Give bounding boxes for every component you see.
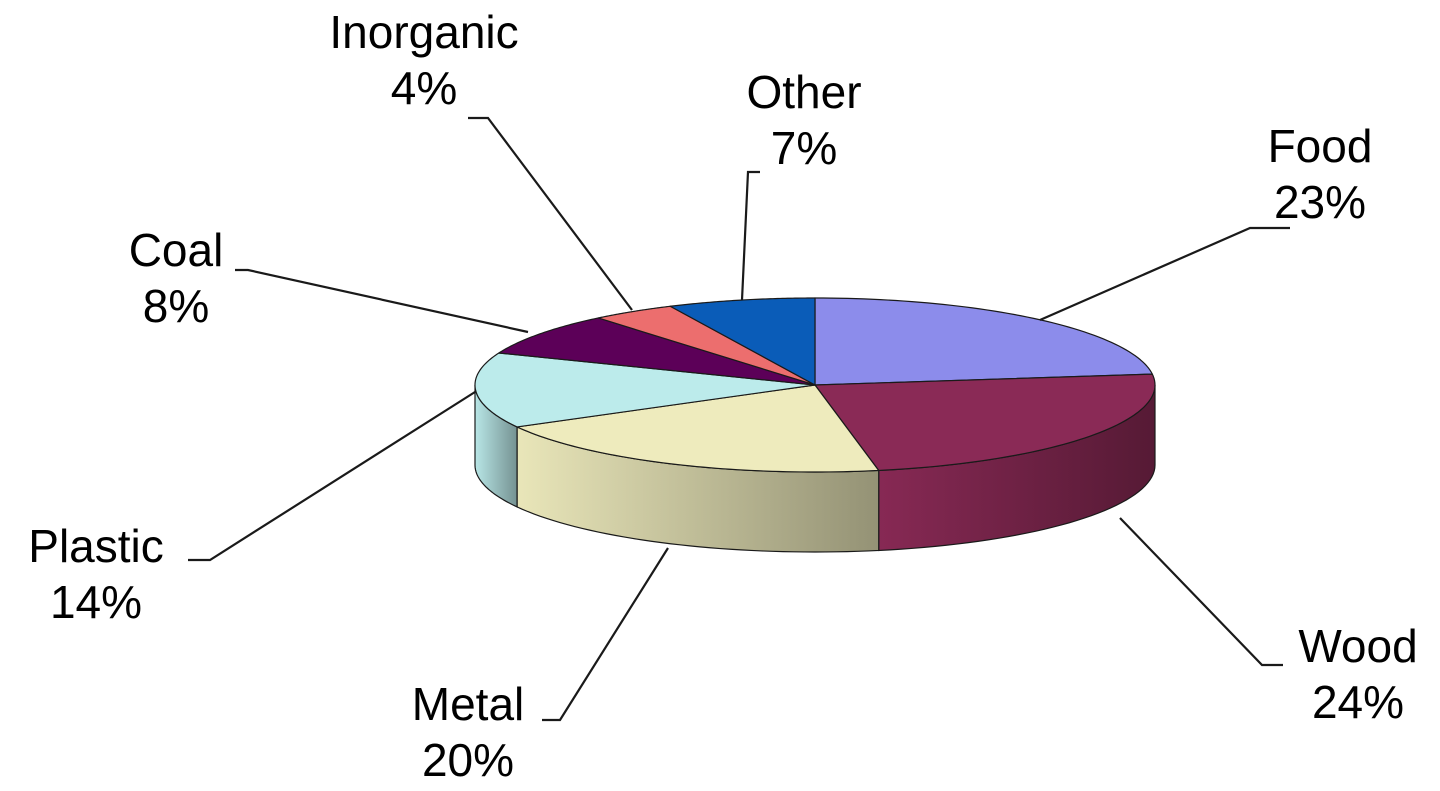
slice-label-plastic: Plastic 14% xyxy=(28,518,163,630)
slice-percent: 7% xyxy=(770,122,838,174)
slice-name: Plastic xyxy=(28,520,164,572)
leader-line-wood xyxy=(1119,517,1283,667)
slice-label-metal: Metal 20% xyxy=(412,676,524,788)
slice-plastic xyxy=(474,352,816,428)
slice-inorganic xyxy=(597,305,816,386)
slice-name: Metal xyxy=(411,678,525,730)
slice-metal xyxy=(516,384,880,473)
leader-line-coal xyxy=(235,268,529,334)
slice-percent: 4% xyxy=(390,62,458,114)
slice-name: Other xyxy=(746,66,862,118)
leader-line-food xyxy=(1039,226,1290,322)
slice-name: Coal xyxy=(128,224,224,276)
leader-line-metal xyxy=(542,547,669,722)
slice-coal xyxy=(498,317,816,386)
leader-lines xyxy=(188,116,1290,722)
slice-label-other: Other 7% xyxy=(746,64,861,176)
slice-name: Food xyxy=(1267,120,1373,172)
slice-percent: 24% xyxy=(1311,676,1405,728)
slice-label-food: Food 23% xyxy=(1268,118,1373,230)
slice-food xyxy=(814,297,1153,386)
slice-percent: 8% xyxy=(142,280,210,332)
slice-label-coal: Coal 8% xyxy=(129,222,224,334)
slice-label-inorganic: Inorganic 4% xyxy=(329,4,518,116)
slice-percent: 20% xyxy=(421,734,515,786)
leader-line-plastic xyxy=(188,391,476,562)
pie-sides xyxy=(474,384,1156,553)
leader-line-inorganic xyxy=(468,116,633,311)
leader-line-other xyxy=(740,170,760,301)
slice-wood xyxy=(814,373,1156,472)
slice-name: Wood xyxy=(1298,620,1418,672)
slice-other xyxy=(669,297,816,386)
slice-percent: 23% xyxy=(1273,176,1367,228)
pie-tops xyxy=(474,297,1156,473)
slice-percent: 14% xyxy=(49,576,143,628)
slice-label-wood: Wood 24% xyxy=(1298,618,1417,730)
slice-name: Inorganic xyxy=(329,6,519,58)
